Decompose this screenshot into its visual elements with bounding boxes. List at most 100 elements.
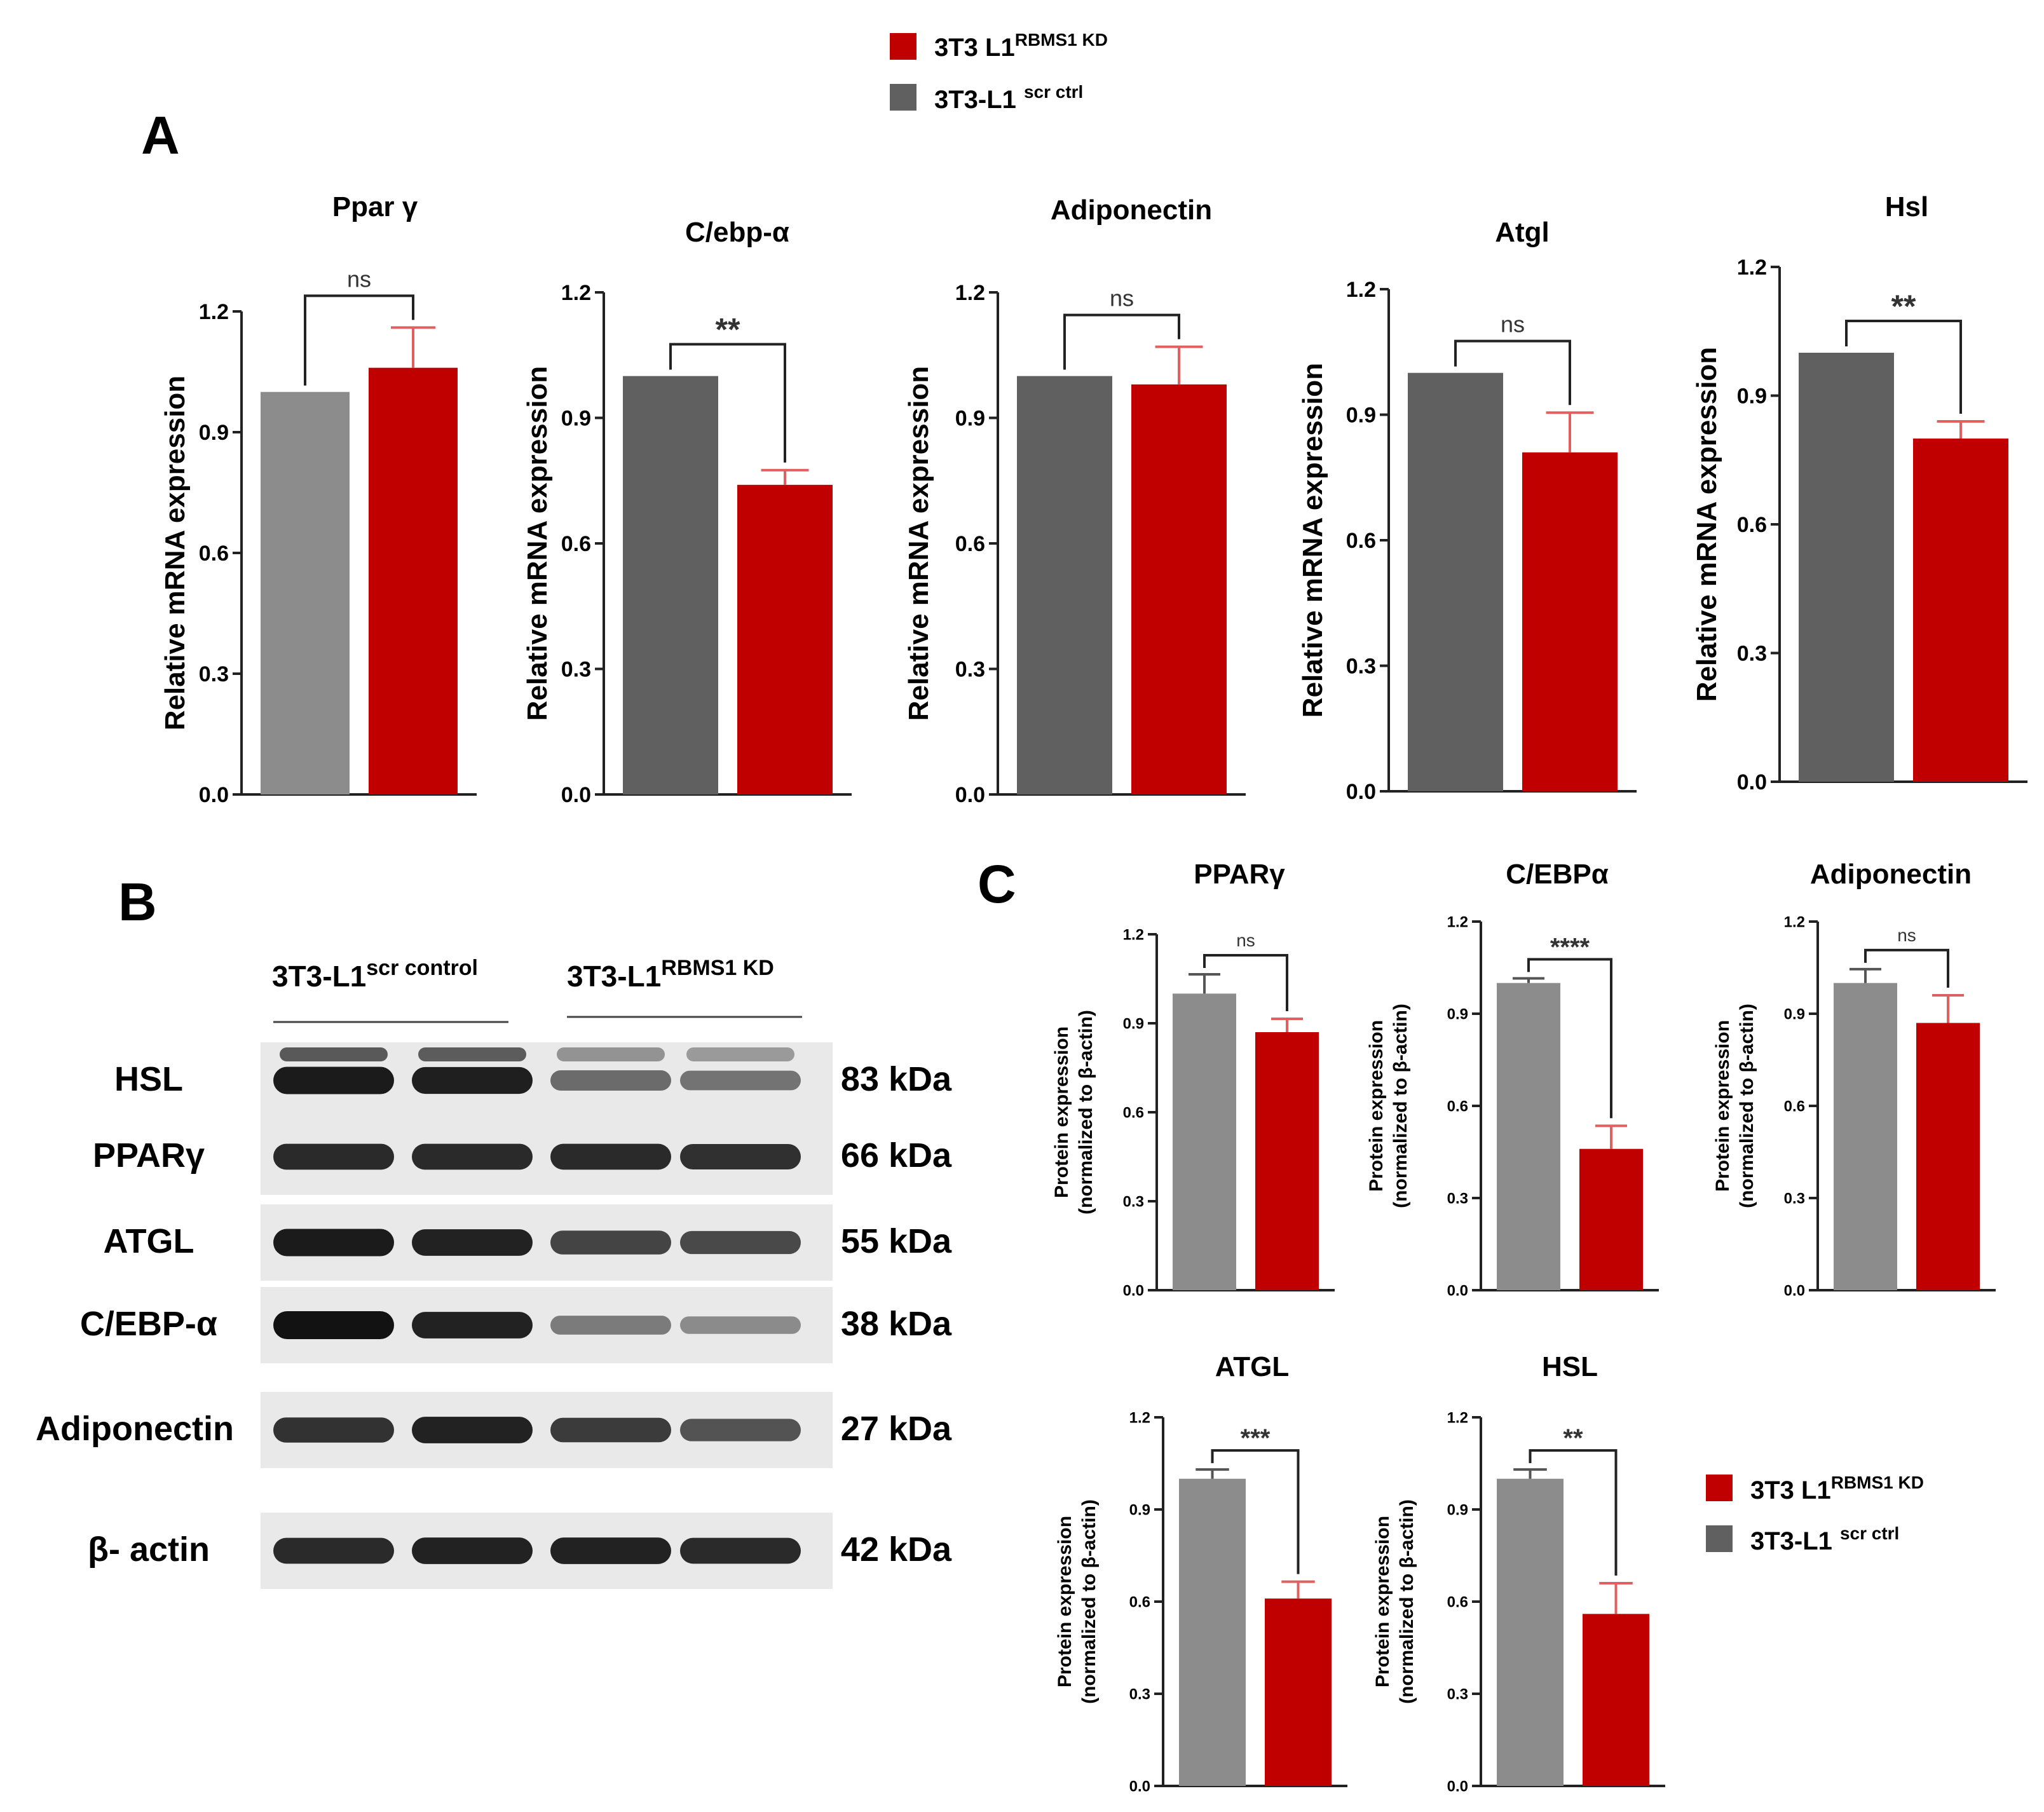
significance-label: ** (716, 312, 740, 348)
blot-band (680, 1143, 801, 1170)
bar-rbms1-kd (369, 367, 458, 794)
y-tick-label: 0.9 (199, 421, 229, 445)
chart-mrna-atgl: Atgl Relative mRNA expression 0.0 0.3 0.6 0.9… (1297, 217, 1637, 804)
blot-band (412, 1312, 533, 1339)
chart-title: HSL (1542, 1351, 1598, 1382)
y-tick-label: 0.0 (1447, 1283, 1468, 1300)
blot-band (273, 1537, 394, 1564)
significance-label: *** (1241, 1424, 1271, 1452)
blot-group-kd-sup: RBMS1 KD (661, 956, 774, 980)
y-tick-label: 1.2 (1447, 1410, 1468, 1427)
blot-band (412, 1417, 533, 1443)
y-axis-label: Relative mRNA expression (160, 376, 191, 730)
legend2-ctrl-text: 3T3-L1 (1750, 1527, 1832, 1555)
y-axis-label-sub: (normalized to β-actin) (1736, 1004, 1757, 1208)
y-tick-label: 0.3 (1346, 655, 1376, 679)
blot-band (550, 1143, 671, 1170)
blot-protein-label: PPARγ (93, 1136, 205, 1175)
y-tick-label: 0.6 (1129, 1594, 1150, 1611)
chart-title: PPARγ (1194, 859, 1285, 890)
chart-title: Adiponectin (1810, 859, 1972, 890)
y-tick-label: 0.3 (199, 662, 229, 686)
chart-mrna-ppar-gamma: Ppar γ Relative mRNA expression 0.0 0.3 0.6 0… (160, 191, 477, 807)
blot-band (680, 1419, 801, 1441)
y-tick-label: 0.0 (955, 783, 985, 807)
blot-band (550, 1417, 671, 1443)
bar-rbms1-kd (1255, 1032, 1319, 1290)
significance-bracket (1203, 954, 1288, 1011)
blot-band (680, 1230, 801, 1255)
significance-bracket (1527, 958, 1612, 1119)
y-tick-label: 0.0 (1346, 780, 1376, 804)
y-tick-label: 0.6 (1346, 529, 1376, 553)
chart-mrna-cebp-alpha: C/ebp-α Relative mRNA expression 0.0 0.3 0.6… (522, 217, 852, 807)
blot-kda-label: 38 kDa (841, 1305, 952, 1343)
blot-band (273, 1229, 394, 1257)
chart-title: C/ebp-α (685, 217, 789, 248)
blot-band-upper (686, 1047, 794, 1061)
legend2-ctrl-sup: scr ctrl (1840, 1523, 1899, 1543)
chart-title: Atgl (1495, 217, 1550, 248)
chart-protein-adiponectin: Adiponectin Protein expression (normalized… (1712, 859, 1996, 1300)
y-tick-label: 0.9 (1737, 385, 1767, 409)
blot-group-ctrl: 3T3-L1scr control (272, 956, 478, 993)
y-tick-label: 1.2 (1129, 1410, 1150, 1427)
blot-band-upper (280, 1047, 388, 1061)
y-axis-label: Relative mRNA expression (1297, 363, 1328, 718)
y-axis-label-sub: (normalized to β-actin) (1390, 1004, 1411, 1208)
y-axis-label-sub: (normalized to β-actin) (1075, 1010, 1096, 1215)
significance-bracket (1864, 948, 1949, 988)
significance-label: ** (1563, 1424, 1583, 1452)
blot-band (550, 1537, 671, 1564)
y-tick-label: 1.2 (1737, 255, 1767, 280)
y-tick-label: 0.3 (1447, 1686, 1468, 1703)
blot-protein-label: C/EBP-α (80, 1305, 217, 1343)
blot-protein-label: ATGL (104, 1222, 194, 1260)
blot-band (273, 1066, 394, 1094)
chart-title: Adiponectin (1051, 194, 1212, 226)
y-axis-label: Protein expression (1372, 1516, 1393, 1687)
legend-ctrl-text: 3T3-L1 (934, 86, 1016, 114)
y-tick-label: 0.0 (199, 783, 229, 807)
y-tick-label: 0.9 (955, 407, 985, 431)
y-tick-label: 1.2 (1784, 914, 1805, 931)
blot-group-kd: 3T3-L1RBMS1 KD (567, 956, 774, 993)
blot-band (550, 1230, 671, 1255)
blot-band-upper (418, 1047, 526, 1061)
y-tick-label: 0.9 (1129, 1502, 1150, 1519)
y-tick-label: 1.2 (955, 281, 985, 305)
y-tick-label: 0.9 (561, 407, 591, 431)
legend2-ctrl-swatch (1706, 1525, 1733, 1552)
panel-label-c: C (978, 854, 1016, 914)
y-tick-label: 0.3 (1447, 1190, 1468, 1208)
y-tick-label: 0.0 (561, 783, 591, 807)
blot-rows: HSL 83 kDa PPARγ 66 kDa ATGL 55 kDa C/EBP-α 38 … (36, 1042, 952, 1589)
blot-group-ctrl-sup: scr control (366, 956, 478, 980)
y-axis-label: Protein expression (1051, 1026, 1072, 1198)
significance-label: ns (1236, 930, 1255, 950)
chart-protein-ppar-gamma: PPARγ Protein expression (normalized to β-… (1051, 859, 1335, 1300)
bar-scr-ctrl (261, 392, 350, 794)
y-tick-label: 0.6 (1123, 1105, 1144, 1122)
legend-kd-label: 3T3 L1RBMS1 KD (934, 30, 1108, 62)
y-tick-label: 0.3 (1129, 1686, 1150, 1703)
blot-band (550, 1316, 671, 1335)
y-tick-label: 1.2 (1123, 927, 1144, 944)
y-tick-label: 0.6 (561, 532, 591, 556)
bar-scr-ctrl (1408, 372, 1503, 791)
y-tick-label: 0.3 (1123, 1194, 1144, 1211)
y-tick-label: 0.9 (1123, 1016, 1144, 1033)
blot-band (412, 1537, 533, 1564)
y-tick-label: 0.0 (1129, 1778, 1150, 1795)
y-tick-label: 0.6 (199, 542, 229, 566)
blot-protein-label: Adiponectin (36, 1410, 234, 1448)
blot-kda-label: 27 kDa (841, 1410, 952, 1448)
blot-kda-label: 66 kDa (841, 1136, 952, 1175)
blot-band-upper (557, 1047, 665, 1061)
chart-title: C/EBPα (1506, 859, 1609, 890)
bar-rbms1-kd (1583, 1614, 1649, 1786)
bar-scr-ctrl (1799, 353, 1894, 782)
bar-scr-ctrl (623, 376, 718, 794)
legend2-kd-swatch (1706, 1475, 1733, 1501)
bar-rbms1-kd (737, 484, 833, 794)
